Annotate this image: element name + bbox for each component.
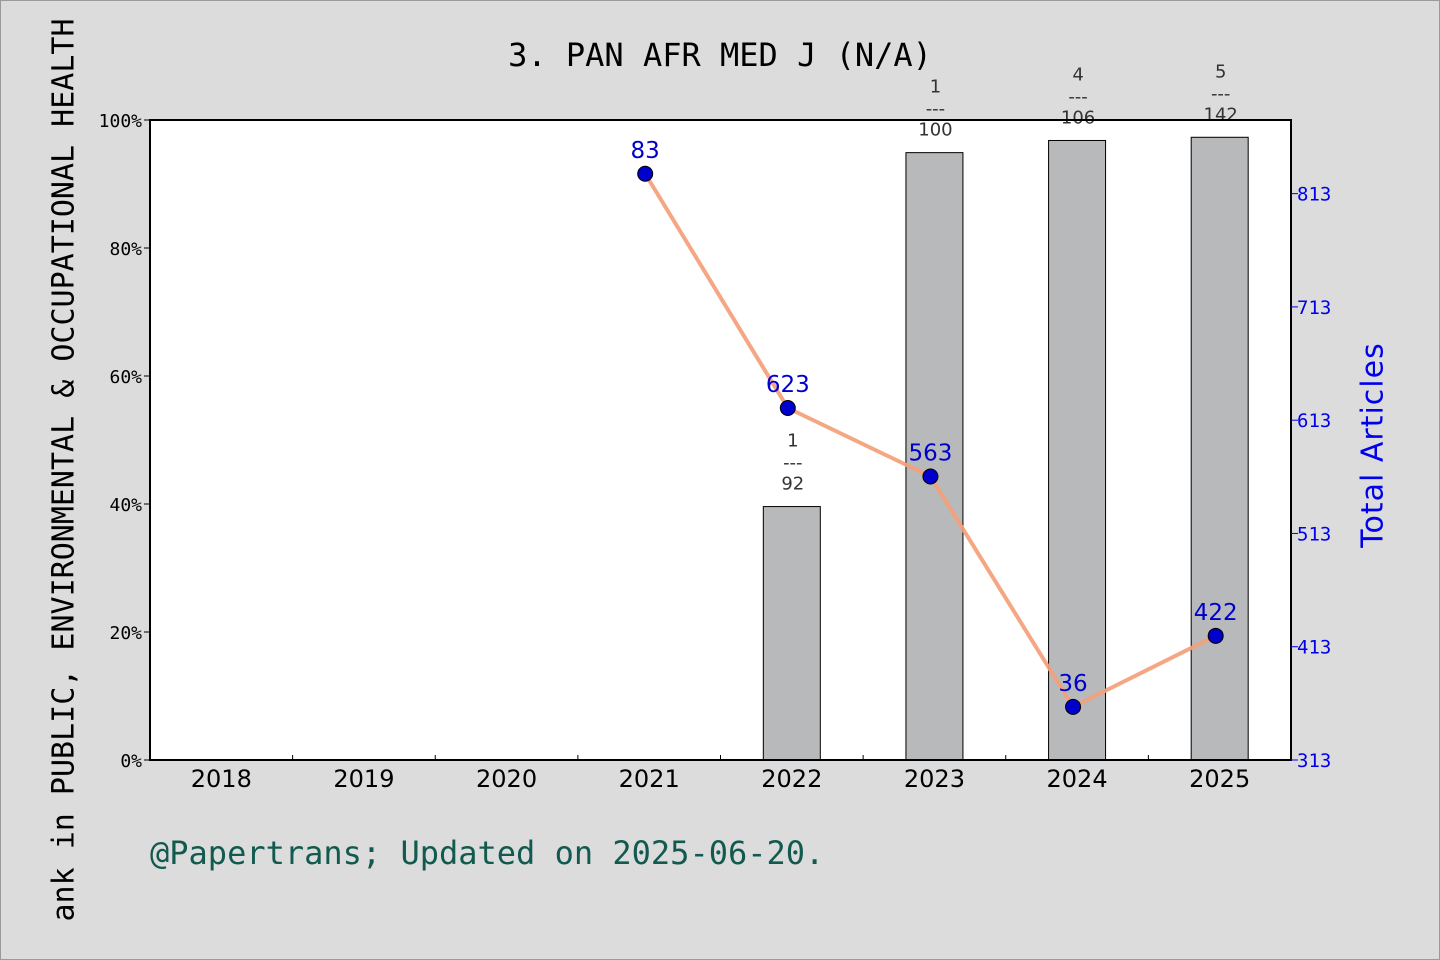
bar-label-sep: --- [1068, 86, 1088, 107]
left-tick-label: 0% [120, 751, 142, 772]
line-point-2024 [1065, 698, 1082, 715]
line-point-label: 422 [1194, 600, 1238, 626]
right-tick-label: 313 [1297, 750, 1331, 772]
plot-area [150, 120, 1291, 760]
line-point-2023 [922, 468, 939, 485]
right-tick-label: 713 [1297, 297, 1331, 319]
right-tick-label: 813 [1297, 184, 1331, 206]
footer-note: @Papertrans; Updated on 2025-06-20. [150, 834, 825, 872]
bar-label-sep: --- [926, 99, 946, 120]
line-layer: 83 623 563 36 422 [631, 138, 1238, 715]
right-axis: 313 413 513 613 713 813 [1291, 184, 1331, 772]
bar-2024 [1048, 139, 1107, 761]
bar-label-bottom: 106 [1061, 107, 1095, 128]
bar-label-top: 1 [787, 431, 798, 452]
chart-title: 3. PAN AFR MED J (N/A) [508, 36, 932, 74]
bars-layer [762, 136, 1249, 761]
left-tick-label: 20% [109, 623, 142, 644]
x-tick-label: 2025 [1189, 765, 1250, 793]
left-tick-label: 100% [99, 111, 143, 132]
line-point-label: 36 [1058, 671, 1087, 697]
left-tick-label: 40% [109, 495, 142, 516]
bar-label-top: 4 [1072, 64, 1083, 85]
bar-2025 [1190, 136, 1249, 761]
line-point-2025 [1207, 627, 1224, 644]
line-point-label: 623 [766, 372, 810, 398]
x-tick-label: 2021 [619, 765, 680, 793]
bar-2022 [762, 506, 821, 761]
left-tick-label: 80% [109, 239, 142, 260]
x-tick-label: 2022 [761, 765, 822, 793]
x-tick-label: 2023 [904, 765, 965, 793]
right-tick-label: 413 [1297, 637, 1331, 659]
x-tick-label: 2024 [1047, 765, 1108, 793]
bar-label-bottom: 142 [1204, 104, 1238, 125]
left-axis: 0% 20% 40% 60% 80% 100% [99, 111, 150, 772]
bar-label-top: 5 [1215, 61, 1226, 82]
bar-label-bottom: 100 [918, 120, 952, 141]
x-tick-label: 2020 [476, 765, 537, 793]
line-point-2021 [637, 165, 654, 182]
bar-2023 [905, 152, 964, 761]
bar-label-top: 1 [930, 77, 941, 98]
right-tick-label: 613 [1297, 410, 1331, 432]
bar-label-sep: --- [1211, 83, 1231, 104]
line-point-label: 563 [908, 440, 952, 466]
right-tick-label: 513 [1297, 523, 1331, 545]
x-axis: 2018 2019 2020 2021 2022 2023 2024 2025 [191, 755, 1250, 793]
bar-label-sep: --- [783, 453, 803, 474]
bar-label-bottom: 92 [781, 474, 804, 495]
x-tick-label: 2018 [191, 765, 252, 793]
left-tick-label: 60% [109, 367, 142, 388]
line-point-2022 [779, 400, 796, 416]
x-tick-label: 2019 [333, 765, 394, 793]
line-point-label: 83 [631, 138, 660, 164]
